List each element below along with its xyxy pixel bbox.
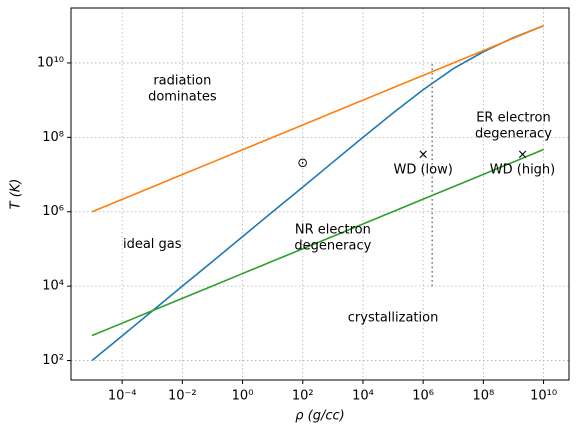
point-marker: × [517, 147, 528, 162]
x-tick-label: 10² [292, 389, 314, 404]
point-marker: × [418, 147, 429, 162]
series-line [91, 148, 544, 337]
annotation: crystallization [348, 310, 439, 325]
x-tick-label: 10¹⁰ [530, 389, 557, 404]
point-marker: ⊙ [297, 156, 308, 171]
annotation: dominates [148, 89, 217, 104]
y-tick-label: 10⁶ [42, 204, 64, 219]
x-tick-label: 10⁻⁴ [108, 389, 137, 404]
series-line [91, 25, 544, 362]
point-label: WD (high) [490, 162, 555, 177]
annotation: ER electron [476, 111, 550, 126]
x-tick-label: 10⁴ [352, 389, 374, 404]
y-tick-label: 10⁴ [42, 279, 64, 294]
annotation: radiation [153, 73, 211, 88]
point-label: WD (low) [393, 162, 452, 177]
x-tick-label: 10⁸ [472, 389, 494, 404]
x-tick-label: 10⁰ [232, 389, 254, 404]
annotation: NR electron [295, 222, 371, 237]
x-axis-label: ρ (g/cc) [295, 409, 344, 424]
annotation: degeneracy [294, 238, 371, 253]
x-tick-label: 10⁻² [168, 389, 197, 404]
y-tick-label: 10² [42, 353, 64, 368]
annotation: ideal gas [123, 237, 182, 252]
y-tick-label: 10⁸ [42, 130, 64, 145]
plot-frame [70, 7, 570, 381]
y-axis-label: T (K) [9, 179, 24, 210]
series-line [91, 25, 544, 213]
annotation: degeneracy [475, 127, 552, 142]
x-tick-label: 10⁶ [412, 389, 434, 404]
y-tick-label: 10¹⁰ [37, 55, 64, 70]
